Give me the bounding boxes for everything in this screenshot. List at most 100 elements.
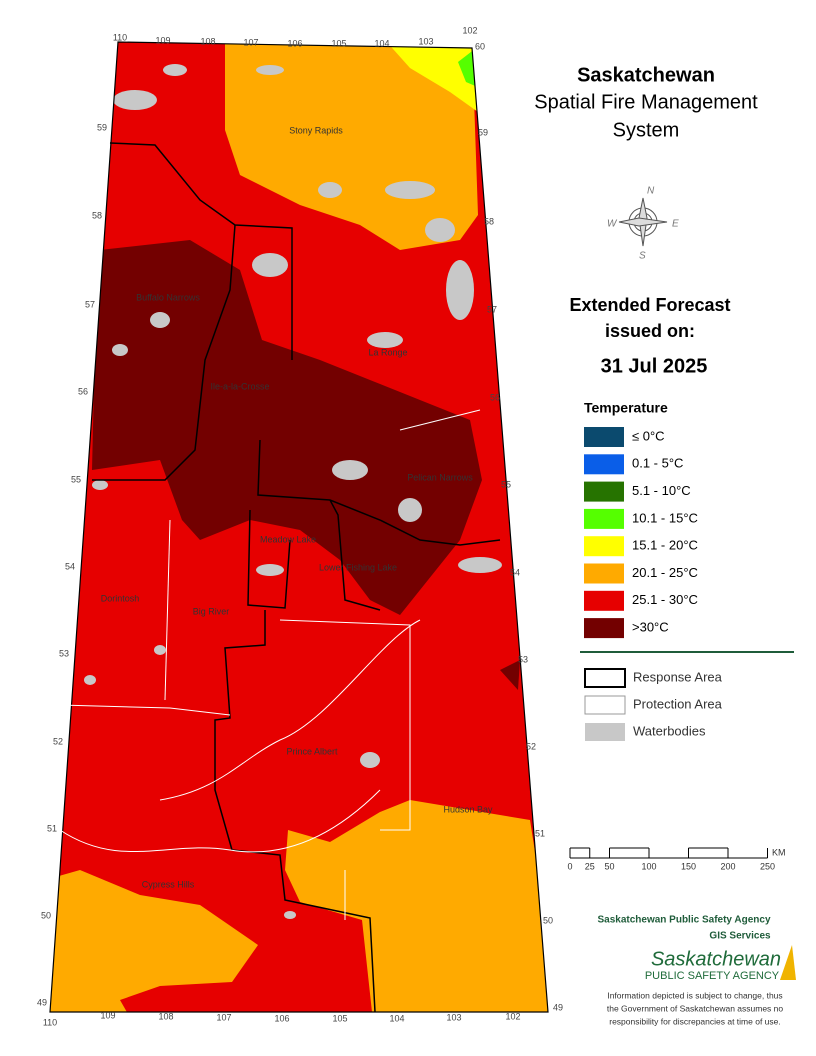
- longitude-label: 104: [374, 38, 389, 48]
- waterbody: [425, 218, 455, 242]
- legend-title: Temperature: [584, 400, 668, 416]
- legend-swatch: [584, 695, 626, 715]
- title: Spatial Fire Management: [534, 91, 758, 113]
- legend-label: 5.1 - 10°C: [632, 483, 691, 498]
- legend-swatch: [585, 723, 625, 741]
- scale-label: 150: [681, 861, 696, 871]
- latitude-label: 59: [478, 127, 488, 137]
- agency-text: Saskatchewan Public Safety Agency: [597, 915, 770, 926]
- temp-zone: [385, 42, 480, 112]
- place-label: Dorintosh: [101, 593, 140, 603]
- scale-label: 25: [585, 861, 595, 871]
- waterbody: [256, 65, 284, 75]
- temp-zone: [500, 660, 520, 690]
- legend-label: Waterbodies: [633, 723, 706, 738]
- place-label: Ile-a-la-Crosse: [210, 381, 269, 391]
- longitude-label: 108: [200, 36, 215, 46]
- latitude-label: 55: [501, 479, 511, 489]
- title: Saskatchewan: [577, 64, 715, 86]
- latitude-label: 49: [37, 997, 47, 1007]
- latitude-label: 54: [65, 561, 75, 571]
- disclaimer: responsibility for discrepancies at time…: [609, 1016, 781, 1026]
- latitude-label: 59: [97, 122, 107, 132]
- svg-text:W: W: [607, 219, 618, 230]
- waterbody: [84, 675, 96, 685]
- longitude-label: 108: [158, 1011, 173, 1021]
- province-outline: [49, 41, 549, 1013]
- longitude-label: 102: [505, 1011, 520, 1021]
- scale-label: 50: [604, 861, 614, 871]
- longitude-label: 103: [446, 1012, 461, 1022]
- longitude-label: 109: [100, 1010, 115, 1020]
- protection-areas: [59, 409, 481, 920]
- forecast-text: Extended Forecast: [569, 295, 730, 315]
- longitude-label: 103: [418, 36, 433, 46]
- longitude-label: 106: [274, 1013, 289, 1023]
- longitude-label: 102: [462, 25, 477, 35]
- legend-swatch: [584, 427, 624, 447]
- place-label: Stony Rapids: [289, 125, 343, 135]
- agency-logo: Saskatchewan: [651, 948, 781, 970]
- scale-label: 0: [567, 861, 572, 871]
- latitude-label: 53: [518, 654, 528, 664]
- legend-label: Response Area: [633, 669, 723, 684]
- latitude-label: 56: [78, 386, 88, 396]
- latitude-label: 50: [543, 915, 553, 925]
- waterbody: [113, 90, 157, 110]
- temp-zone: [92, 240, 482, 615]
- longitude-label: 107: [216, 1012, 231, 1022]
- legend-label: 10.1 - 15°C: [632, 510, 698, 525]
- longitude-label: 107: [243, 37, 258, 47]
- latitude-label: 54: [510, 567, 520, 577]
- waterbody: [332, 460, 368, 480]
- place-label: Buffalo Narrows: [136, 292, 200, 302]
- logo-mark: [780, 945, 796, 980]
- legend-swatch: [584, 508, 624, 529]
- place-label: Hudson Bay: [443, 804, 493, 814]
- temp-zone: [50, 870, 258, 1012]
- waterbody: [446, 260, 474, 320]
- legend-swatch: [584, 618, 624, 639]
- svg-text:S: S: [639, 251, 646, 262]
- longitude-label: 105: [331, 38, 346, 48]
- waterbody: [360, 752, 380, 768]
- legend-label: 25.1 - 30°C: [632, 592, 698, 607]
- latitude-label: 60: [475, 41, 485, 51]
- svg-text:E: E: [672, 219, 679, 230]
- legend-label: 0.1 - 5°C: [632, 456, 683, 471]
- waterbody: [318, 182, 342, 198]
- latitude-label: 52: [526, 741, 536, 751]
- waterbody: [284, 911, 296, 919]
- scale-label: 100: [641, 861, 656, 871]
- place-label: La Ronge: [368, 347, 407, 357]
- disclaimer: Information depicted is subject to chang…: [607, 990, 782, 1000]
- temp-zone: [285, 800, 548, 1012]
- longitude-label: 110: [43, 1017, 57, 1027]
- latitude-label: 57: [85, 299, 95, 309]
- waterbody: [150, 312, 170, 328]
- latitude-label: 51: [47, 823, 57, 833]
- latitude-label: 50: [41, 910, 51, 920]
- scale-unit: KM: [772, 847, 786, 857]
- agency-logo: PUBLIC SAFETY AGENCY: [645, 970, 780, 982]
- title: System: [613, 119, 680, 141]
- scale-label: 200: [720, 861, 735, 871]
- waterbody: [398, 498, 422, 522]
- waterbody: [163, 64, 187, 76]
- legend-label: 20.1 - 25°C: [632, 565, 698, 580]
- legend-swatch: [584, 454, 624, 475]
- agency-text: GIS Services: [709, 931, 771, 942]
- svg-text:N: N: [647, 186, 655, 197]
- latitude-label: 58: [92, 210, 102, 220]
- waterbody: [154, 645, 166, 655]
- latitude-label: 58: [484, 216, 494, 226]
- legend-swatch: [584, 481, 624, 502]
- waterbody: [458, 557, 502, 573]
- place-label: Pelican Narrows: [407, 472, 473, 482]
- waterbody: [367, 332, 403, 348]
- forecast-text: issued on:: [605, 321, 695, 341]
- waterbody: [252, 253, 288, 277]
- waterbody: [256, 564, 284, 576]
- compass: N W E S: [607, 186, 679, 262]
